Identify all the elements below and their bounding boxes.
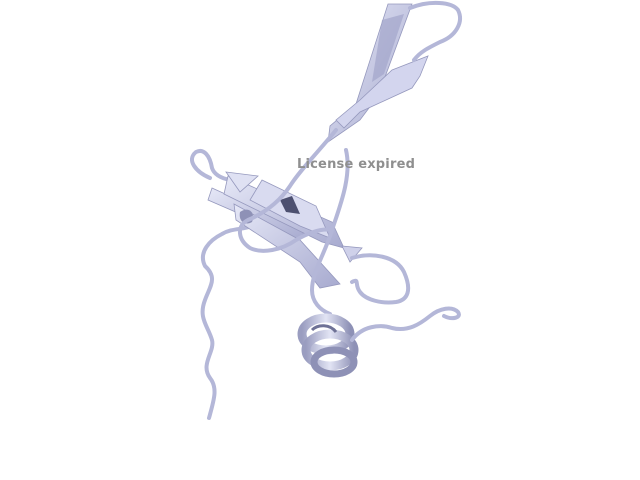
alpha-helix xyxy=(297,313,359,378)
sheet-shading xyxy=(280,196,300,214)
beta-strand-arrow xyxy=(225,171,259,193)
loop-top-left xyxy=(190,149,232,182)
license-watermark: License expired xyxy=(297,157,416,172)
coil-to-helix xyxy=(309,148,350,316)
hairpin-shade xyxy=(372,14,404,82)
loop-right xyxy=(350,253,411,305)
beta-hairpin-strand-2 xyxy=(335,55,429,129)
connecting-coil xyxy=(238,128,338,253)
hairpin-turn-coil xyxy=(408,1,462,62)
c-terminal-coil xyxy=(350,306,461,342)
n-terminal-coil xyxy=(200,224,254,420)
